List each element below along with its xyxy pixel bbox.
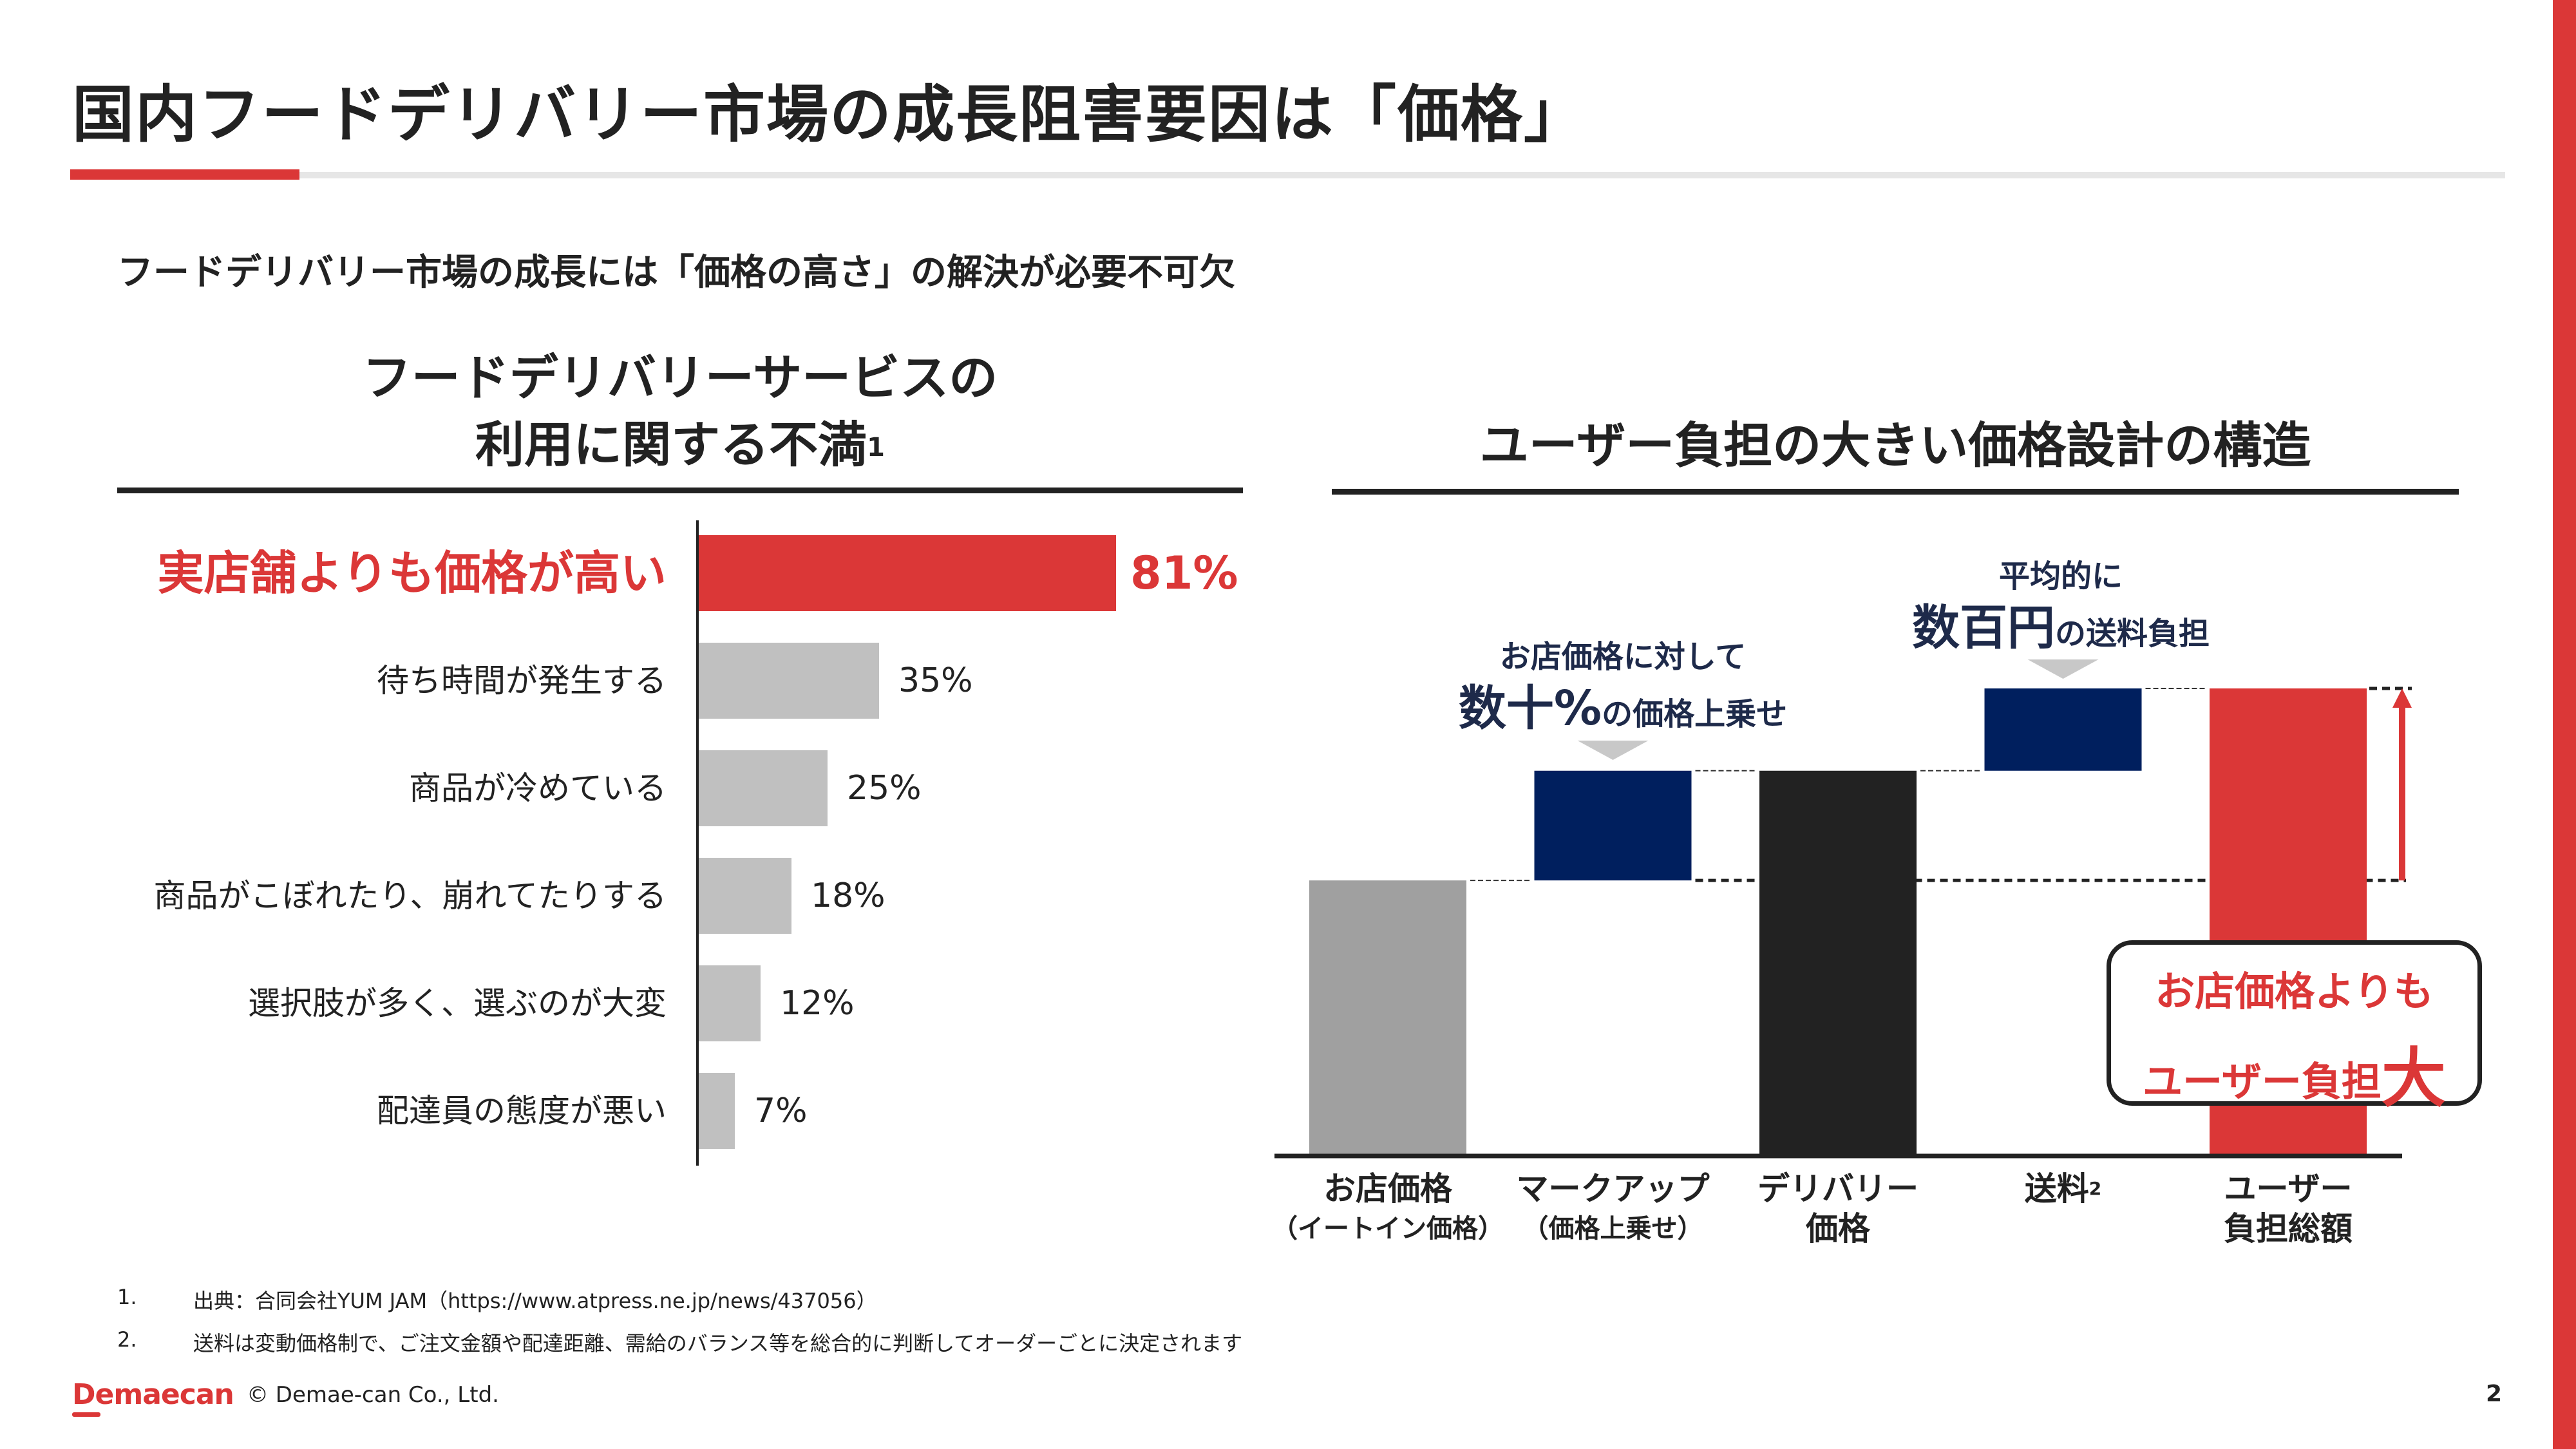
pointer-triangle-icon [2027,659,2099,679]
value-label: 7% [754,1092,808,1130]
bar-4 [699,858,791,934]
waterfall-category-label: ユーザー 負担総額 [2159,1169,2417,1249]
title-divider-accent [70,169,299,180]
bar-6 [699,1073,735,1149]
value-label: 25% [847,769,922,808]
category-sub-label: 価格 [1806,1210,1870,1247]
bar-2 [699,643,879,719]
shipping-annotation: 平均的に 数百円の送料負担 [1868,554,2254,670]
right-chart-title: ユーザー負担の大きい価格設計の構造 [1479,417,2311,474]
left-section-rule [117,488,1243,493]
markup-annotation: お店価格に対して 数十%の価格上乗せ [1430,634,1816,750]
footnote-number: 2. [117,1327,137,1352]
category-label: 待ち時間が発生する [377,662,667,699]
callout-line2: ユーザー負担大 [2111,1021,2477,1116]
category-label: 商品がこぼれたり、崩れてたりする [154,877,667,914]
footnote-mark: 1 [867,433,885,462]
left-chart-title-line2: 利用に関する不満1 [117,412,1243,478]
waterfall-bar-delivery_price [1759,770,1917,1155]
category-sub-label: 負担総額 [2224,1210,2353,1247]
category-main-label: 送料2 [2024,1170,2102,1208]
page-number: 2 [2486,1381,2503,1407]
demaecan-logo: Demaecan [72,1378,234,1411]
callout-emphasis: 大 [2381,1041,2446,1116]
category-label: 実店舗よりも価格が高い [157,546,667,600]
bar-5 [699,965,761,1041]
title-divider [70,172,2505,178]
shipping-annotation-line2: 数百円の送料負担 [1868,599,2254,670]
waterfall-bar-store_price [1309,880,1466,1155]
value-label: 35% [898,661,973,700]
left-chart-title-text: 利用に関する不満 [475,416,867,473]
left-chart-title-line1: フードデリバリーサービスの [362,349,998,406]
user-burden-callout: お店価格よりも ユーザー負担大 [2107,940,2482,1116]
arrow-up-icon [2392,688,2412,708]
category-sub-label: （価格上乗せ） [1522,1214,1703,1244]
page-title: 国内フードデリバリー市場の成長阻害要因は「価格」 [72,79,1587,151]
category-main-label: デリバリー [1757,1170,1918,1208]
waterfall-bar-markup [1534,770,1692,881]
value-label: 81% [1130,547,1238,600]
markup-annotation-line1: お店価格に対して [1499,639,1747,675]
markup-annotation-emphasis: 数十% [1458,681,1602,736]
logo-underline [72,1412,100,1417]
category-main-label: お店価格 [1323,1170,1452,1208]
callout-line2-text: ユーザー負担 [2143,1058,2382,1105]
callout-line1: お店価格よりも [2155,968,2434,1015]
shipping-annotation-rest: の送料負担 [2054,616,2210,652]
waterfall-category-label: お店価格 （イートイン価格） [1259,1169,1517,1249]
footnote-text: 送料は変動価格制で、ご注文金額や配達距離、需給のバランス等を総合的に判断してオー… [193,1331,1243,1356]
category-sub-label: （イートイン価格） [1272,1214,1504,1244]
shipping-annotation-line1: 平均的に [1998,558,2123,594]
bar-1 [699,535,1116,611]
bar-3 [699,750,828,826]
footnote-text: 出典：合同会社YUM JAM（https://www.atpress.ne.jp… [193,1289,877,1313]
copyright: © Demae-can Co., Ltd. [247,1382,499,1408]
markup-annotation-rest: の価格上乗せ [1602,696,1788,732]
edge-accent-bar [2553,0,2576,1449]
page-subtitle: フードデリバリー市場の成長には「価格の高さ」の解決が必要不可欠 [117,252,1235,294]
footnotes: 1. 出典：合同会社YUM JAM（https://www.atpress.ne… [117,1285,1534,1362]
waterfall-category-label: マークアップ （価格上乗せ） [1484,1169,1742,1249]
category-label: 配達員の態度が悪い [377,1092,667,1130]
category-label: 選択肢が多く、選ぶのが大変 [248,985,667,1022]
value-label: 12% [780,984,855,1023]
value-label: 18% [811,876,886,915]
right-section-rule [1332,489,2459,495]
pointer-triangle-icon [1577,741,1649,760]
category-main-label: マークアップ [1516,1170,1710,1208]
waterfall-category-label: デリバリー 価格 [1709,1169,1967,1249]
category-label: 商品が冷めている [409,770,667,807]
footnote-number: 1. [117,1285,137,1309]
waterfall-bar-shipping_fee [1984,688,2142,771]
markup-annotation-line2: 数十%の価格上乗せ [1430,679,1816,750]
category-main-label: ユーザー [2224,1170,2353,1208]
footnote-mark: 2 [2088,1178,2102,1199]
shipping-annotation-emphasis: 数百円 [1911,600,2055,656]
left-chart-title: フードデリバリーサービスの 利用に関する不満1 [117,345,1243,478]
waterfall-category-label: 送料2 [1935,1169,2192,1209]
